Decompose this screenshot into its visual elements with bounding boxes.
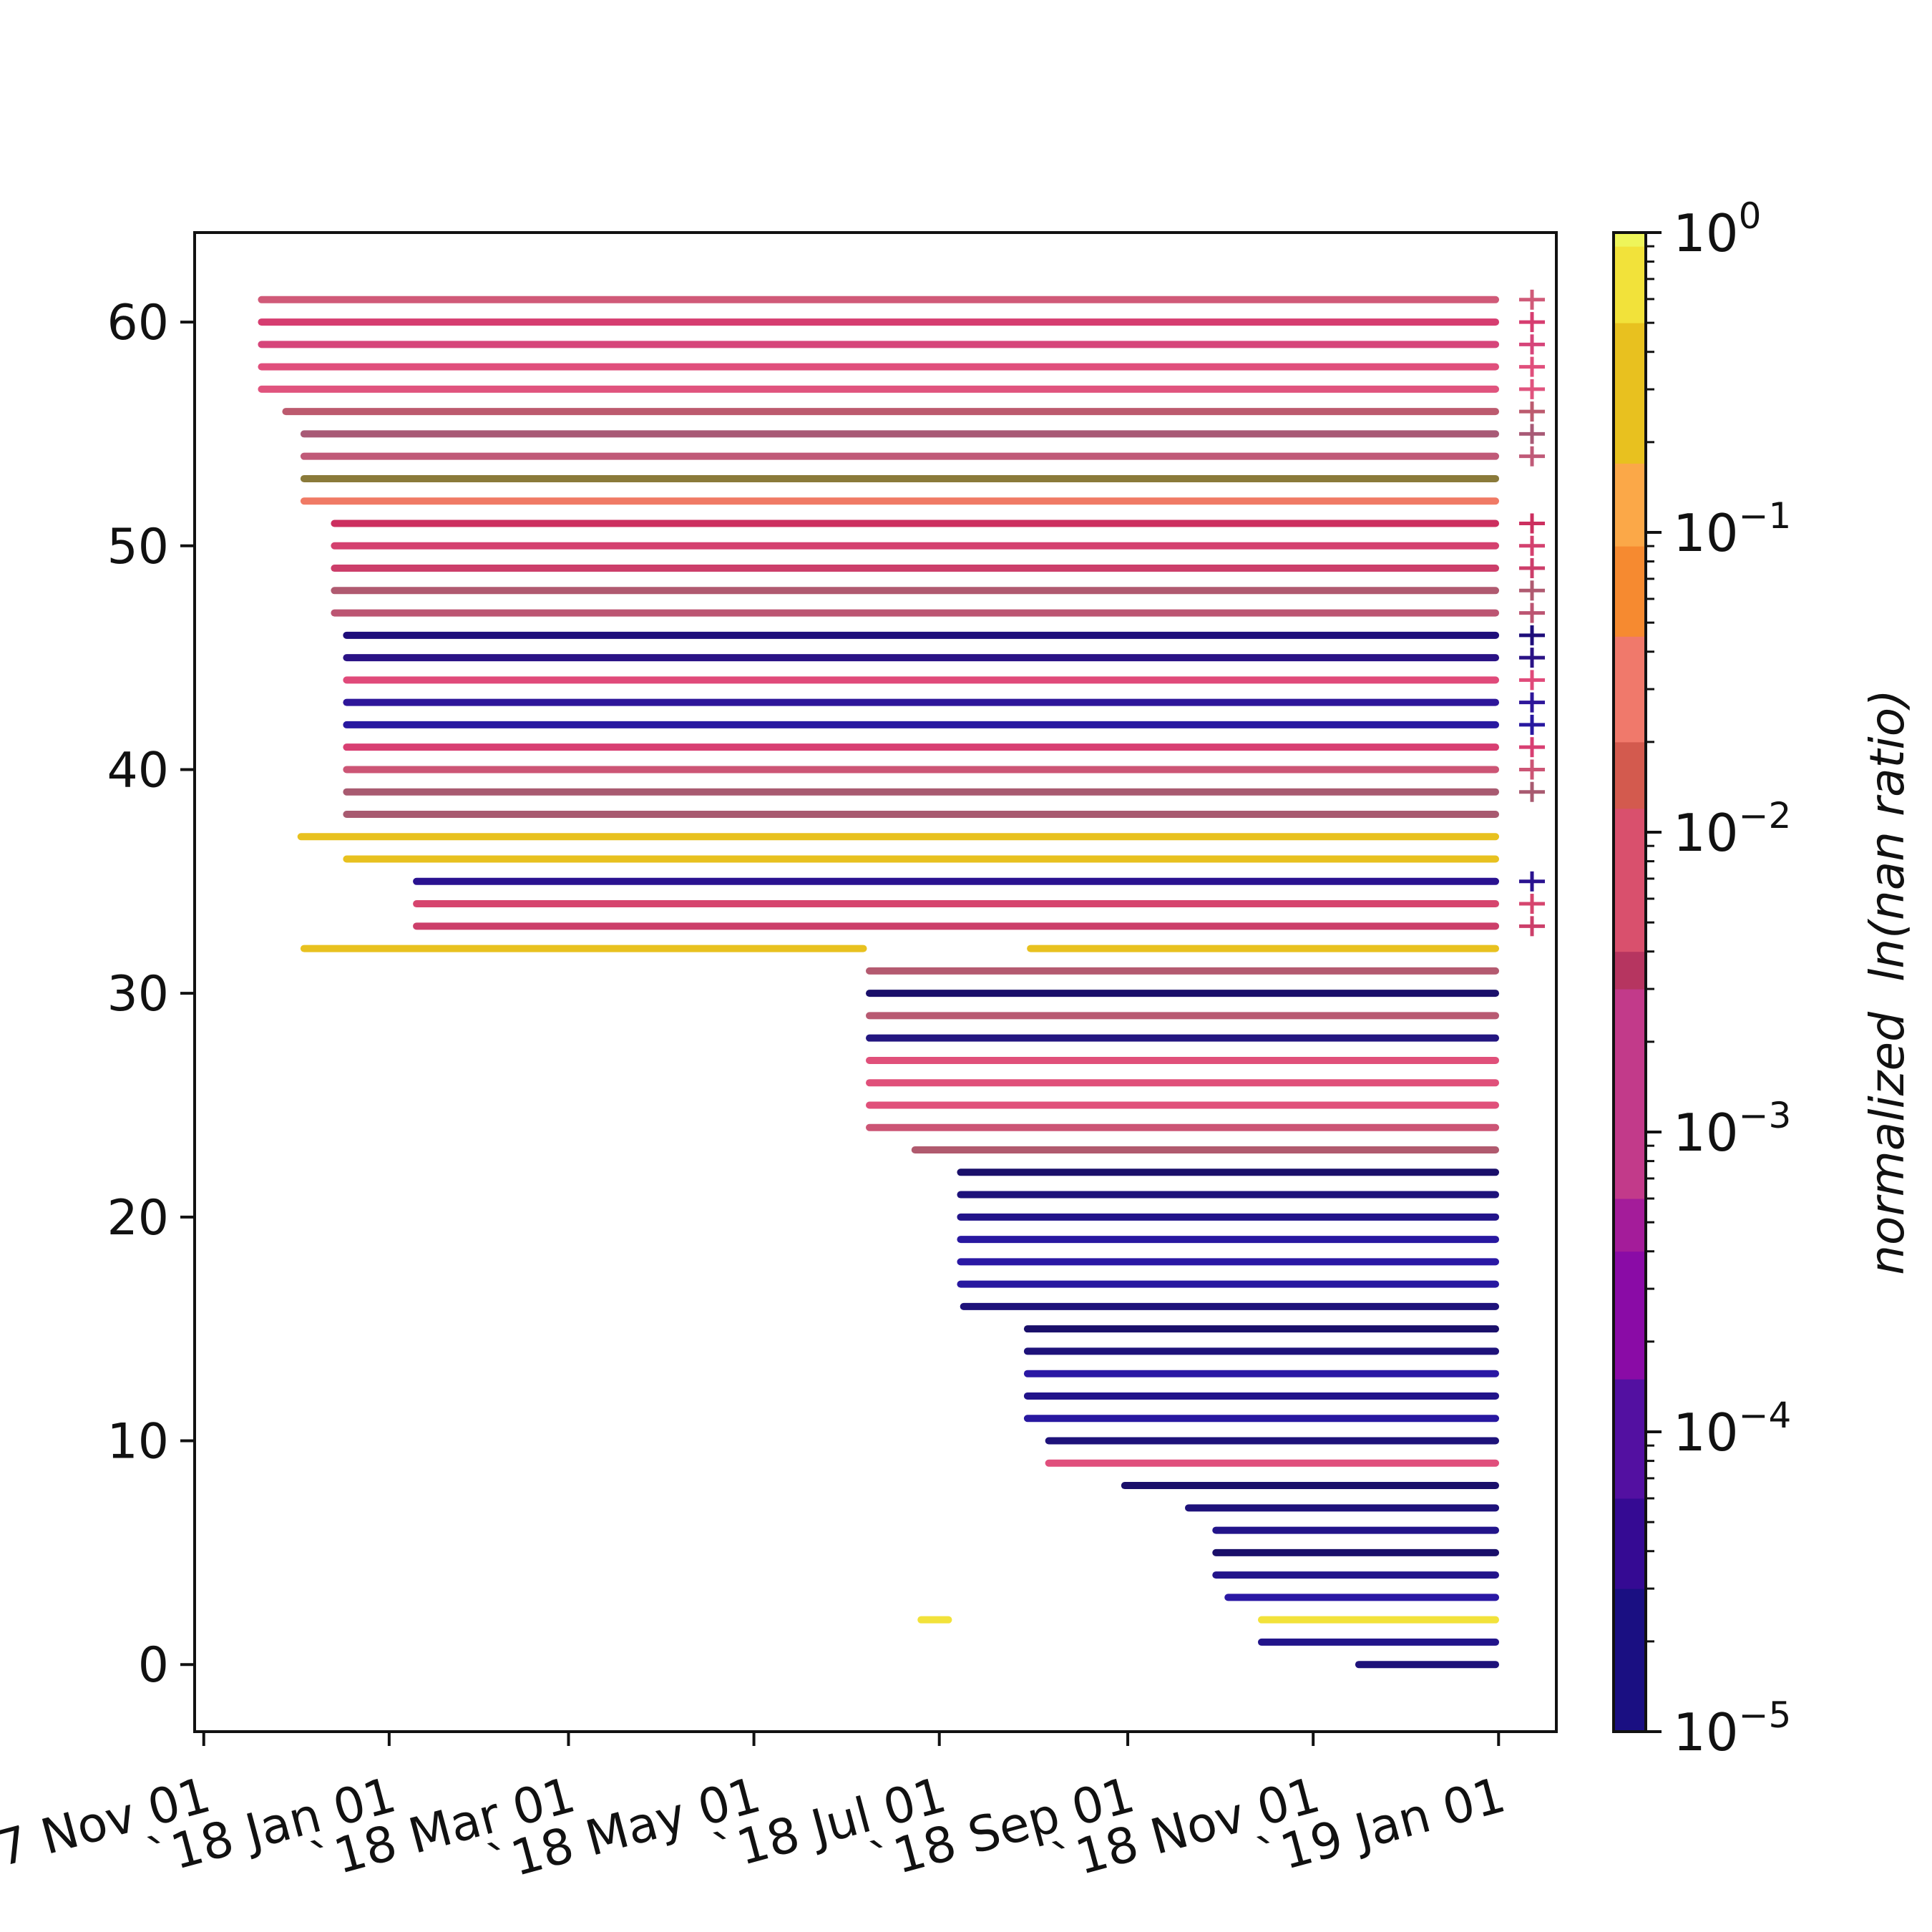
colorbar: 100 10−1 10−2 10−3 10−4 10−5 [1612, 195, 1791, 1762]
colorbar-band [1614, 951, 1646, 990]
colorbar-band [1614, 463, 1646, 547]
colorbar-band [1614, 636, 1646, 743]
y-tick-label: 20 [107, 1190, 169, 1246]
colorbar-band [1614, 1589, 1646, 1732]
colorbar-band [1614, 233, 1646, 247]
colorbar-tick-label: 10−3 [1673, 1095, 1791, 1163]
y-axis: 0 10 20 30 40 50 60 [107, 295, 195, 1694]
colorbar-tick-label: 10−1 [1673, 495, 1791, 563]
y-tick-label: 40 [107, 742, 169, 799]
colorbar-band [1614, 323, 1646, 464]
colorbar-band [1614, 546, 1646, 637]
colorbar-band [1614, 246, 1646, 323]
y-tick-label: 0 [138, 1637, 169, 1694]
y-tick-label: 10 [107, 1414, 169, 1470]
colorbar-frame [1612, 231, 1647, 1733]
data-bars [258, 296, 1500, 1669]
colorbar-band [1614, 1498, 1646, 1589]
colorbar-band [1614, 1251, 1646, 1380]
y-tick-label: 30 [107, 966, 169, 1023]
plot-frame [193, 231, 1558, 1733]
colorbar-band [1614, 808, 1646, 952]
colorbar-label: normalized ln(nan ratio) [1860, 689, 1915, 1275]
colorbar-tick-label: 100 [1673, 195, 1761, 263]
y-tick-label: 60 [107, 295, 169, 351]
colorbar-band [1614, 1198, 1646, 1252]
colorbar-tick-label: 10−2 [1673, 795, 1791, 863]
colorbar-band [1614, 741, 1646, 809]
colorbar-band [1614, 1379, 1646, 1499]
colorbar-tick-label: 10−4 [1673, 1395, 1791, 1463]
colorbar-tick-label: 10−5 [1673, 1694, 1791, 1762]
row-markers [1519, 289, 1546, 937]
y-tick-label: 50 [107, 519, 169, 575]
colorbar-band [1614, 989, 1646, 1199]
